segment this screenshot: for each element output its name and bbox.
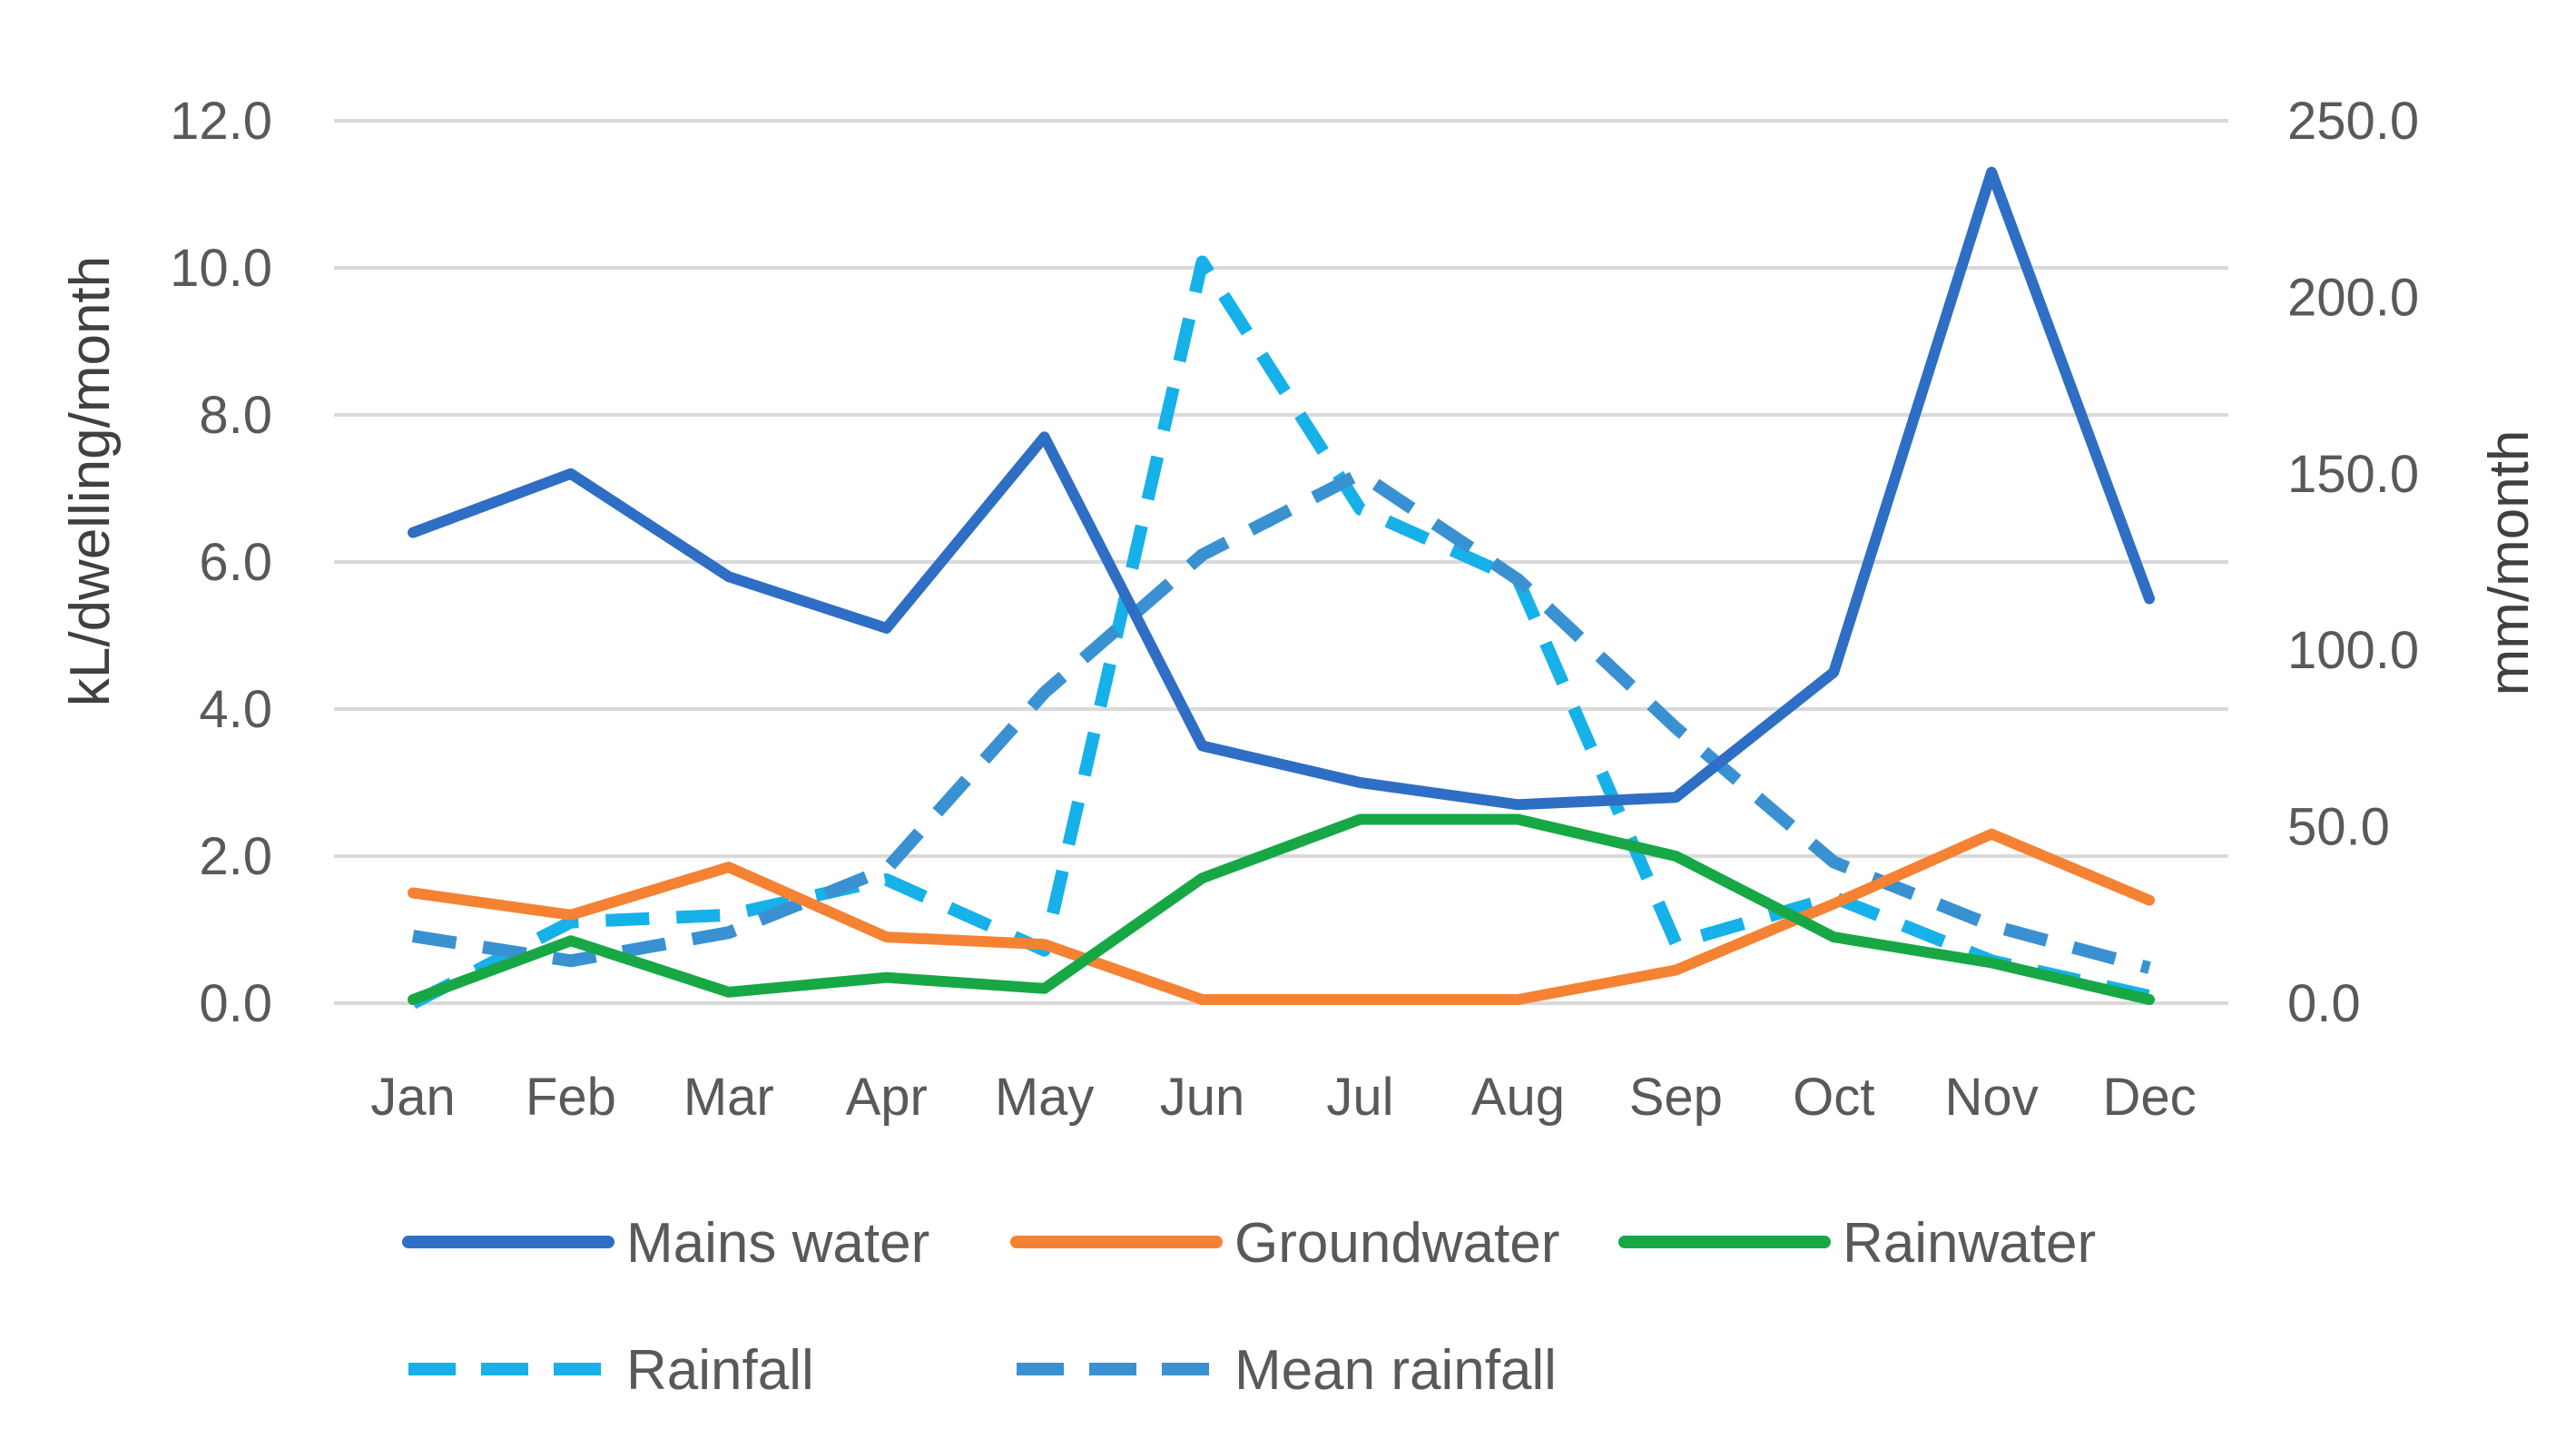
legend-label: Mean rainfall [1234, 1339, 1557, 1402]
series-lines [408, 166, 2155, 1010]
x-tick-label: Aug [1471, 1068, 1565, 1127]
y-axis-left-title: kL/dwelling/month [59, 256, 122, 706]
legend-item: Rainwater [1618, 1212, 2096, 1275]
legend: Mains water Groundwater Rainwater Rainfall M… [402, 1212, 2096, 1402]
series-line-mains-water [408, 166, 2155, 811]
series-line-mean-rainfall [411, 467, 2151, 974]
x-tick-label: Jul [1326, 1068, 1393, 1127]
x-axis-ticks: Jan Feb Mar Apr May Jun Jul Aug Sep Oct Nov Dec [370, 1068, 2196, 1127]
legend-item: Rainfall [408, 1339, 814, 1402]
x-tick-label: Dec [2102, 1068, 2196, 1127]
legend-label: Rainwater [1843, 1212, 2096, 1275]
y-right-tick-label: 50.0 [2287, 798, 2390, 857]
x-tick-label: Oct [1793, 1068, 1874, 1127]
y-right-tick-label: 200.0 [2287, 268, 2419, 327]
y-left-tick-label: 8.0 [199, 386, 272, 445]
x-tick-label: May [995, 1068, 1095, 1127]
legend-label: Mains water [626, 1212, 929, 1275]
y-left-tick-label: 4.0 [199, 680, 272, 739]
y-right-tick-label: 150.0 [2287, 445, 2419, 504]
series-line-groundwater [408, 828, 2155, 1005]
y-left-tick-label: 12.0 [170, 92, 272, 151]
legend-item: Mean rainfall [1017, 1339, 1557, 1402]
y-axis-right-title: mm/month [2478, 430, 2541, 696]
y-right-tick-label: 0.0 [2287, 974, 2361, 1033]
left-axis-ticks: 0.0 2.0 4.0 6.0 8.0 10.0 12.0 [170, 92, 272, 1033]
x-tick-label: Mar [683, 1068, 774, 1127]
x-tick-label: Sep [1629, 1068, 1723, 1127]
legend-label: Groundwater [1234, 1212, 1559, 1275]
x-tick-label: Jun [1160, 1068, 1245, 1127]
y-right-tick-label: 250.0 [2287, 92, 2419, 151]
gridlines [334, 119, 2228, 1005]
y-left-tick-label: 2.0 [199, 827, 272, 886]
y-left-tick-label: 6.0 [199, 533, 272, 592]
y-left-tick-label: 0.0 [199, 974, 272, 1033]
right-axis-ticks: 0.0 50.0 100.0 150.0 200.0 250.0 [2287, 92, 2419, 1033]
series-line-rainfall [409, 255, 2151, 1010]
x-tick-label: Jan [370, 1068, 456, 1127]
x-tick-label: Nov [1945, 1068, 2039, 1127]
series-line-rainwater [408, 813, 2155, 1005]
x-tick-label: Feb [526, 1068, 616, 1127]
x-tick-label: Apr [846, 1068, 928, 1127]
legend-item: Groundwater [1010, 1212, 1559, 1275]
legend-item: Mains water [402, 1212, 929, 1275]
y-right-tick-label: 100.0 [2287, 621, 2419, 680]
y-left-tick-label: 10.0 [170, 239, 272, 298]
legend-label: Rainfall [626, 1339, 814, 1402]
